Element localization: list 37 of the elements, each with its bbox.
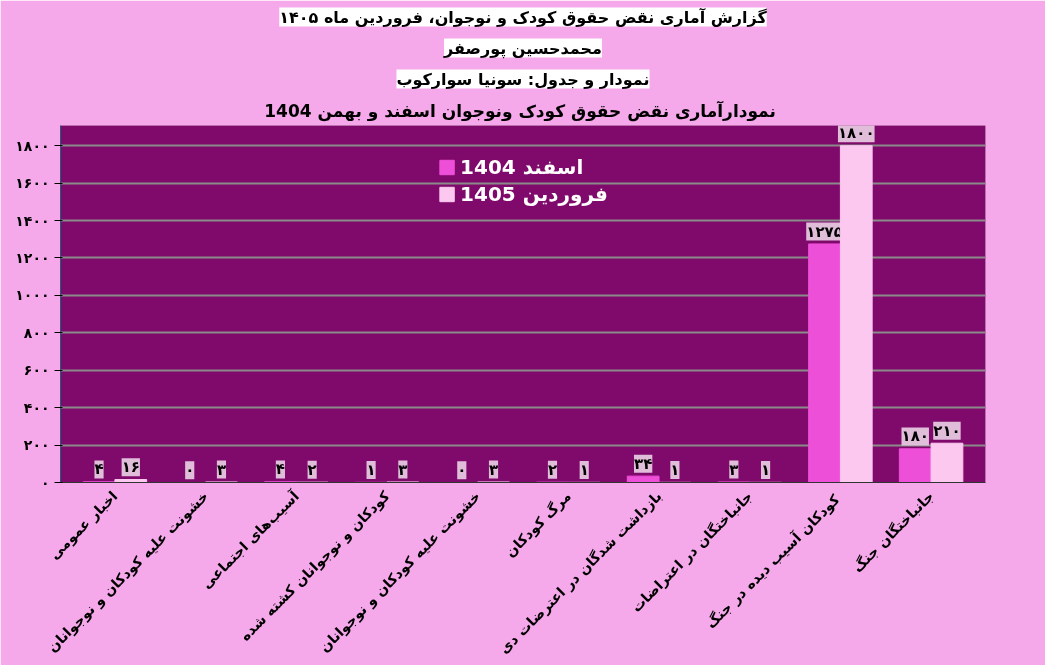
data-label: ۱ [670, 460, 680, 479]
y-tick-label: ۱۴۰۰ [15, 212, 50, 229]
data-label: ۴ [275, 460, 285, 479]
data-label: ۳ [398, 460, 408, 479]
data-label: ۱۲۷۵ [806, 222, 843, 241]
data-label: ۱ [761, 460, 771, 479]
y-tick-label: ۶۰۰ [23, 362, 50, 379]
y-tick-label: ۱۰۰۰ [15, 287, 50, 304]
y-tick-label: ۸۰۰ [23, 324, 50, 341]
data-label: ۱۸۰ [901, 427, 929, 446]
x-tick-label: جانباختگان جنگ [849, 487, 937, 576]
y-tick-label: ۱۸۰۰ [15, 137, 50, 154]
legend-label: اسفند 1404 [460, 155, 584, 179]
data-label: ۳ [216, 460, 227, 479]
data-label: ۴ [94, 460, 104, 479]
chart-title: نمودارآماری نقض حقوق کودک ونوجوان اسفند و بهمن 1404 [264, 99, 776, 122]
text: گزارش آماری نقض حقوق کودک و نوجوان، فروردین ماه ۱۴۰۵ [279, 6, 768, 27]
data-label: ۰ [185, 461, 195, 480]
x-tick-label: مرگ کودکان [501, 487, 575, 561]
data-label: ۳ [488, 460, 499, 479]
text: محمدحسین پورصفر [443, 38, 602, 59]
y-tick-label: ۴۰۰ [23, 399, 50, 416]
data-label: ۳ [729, 460, 739, 479]
text: نمودار و جدول: سونیا سوارکوب [396, 69, 650, 89]
y-tick-label: ۱۲۰۰ [15, 249, 50, 266]
data-label: ۳۴ [634, 454, 653, 473]
data-label: ۲۱۰ [933, 421, 961, 440]
y-tick-label: ۱۶۰۰ [15, 175, 50, 192]
data-label: ۲ [307, 460, 317, 479]
data-label: ۰ [457, 461, 467, 480]
y-tick-label: ۲۰۰ [23, 437, 50, 454]
legend-label: فروردین 1405 [460, 182, 608, 206]
data-label: ۲ [547, 460, 558, 479]
data-label: ۱۸۰۰ [837, 124, 875, 143]
data-label: ۱ [366, 460, 376, 479]
data-label: ۱ [579, 460, 589, 479]
data-label: ۱۶ [121, 458, 140, 477]
